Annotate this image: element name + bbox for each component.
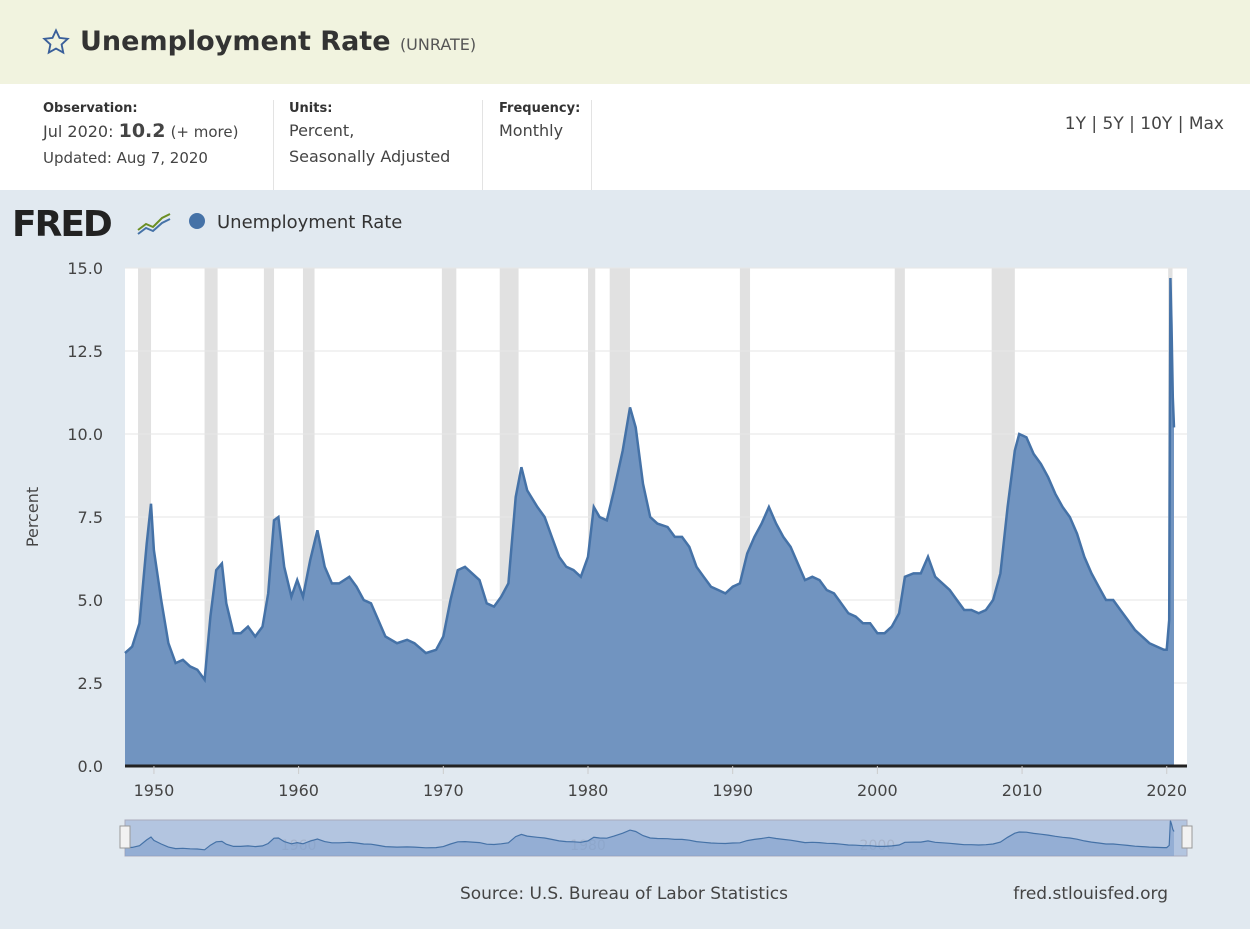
title-text: Unemployment Rate [80, 26, 391, 57]
x-tick-label: 1960 [278, 781, 319, 800]
y-tick-label: 7.5 [78, 508, 103, 527]
divider: | [1085, 114, 1103, 134]
x-tick-label: 2000 [857, 781, 898, 800]
separator [273, 100, 274, 190]
obs-value: 10.2 [118, 120, 166, 142]
y-tick-label: 15.0 [67, 259, 103, 278]
units-text: Percent, [289, 121, 355, 140]
x-tick-label: 1990 [712, 781, 753, 800]
logo: FRED [12, 204, 111, 245]
x-tick-label: 1950 [134, 781, 175, 800]
range-button[interactable]: 5Y [1102, 114, 1124, 134]
y-tick-label: 2.5 [78, 674, 103, 693]
logo-icon [137, 213, 171, 231]
observation: Observation: Jul 2020: 10.2 (+ more) Upd… [43, 100, 238, 171]
separator [482, 100, 483, 190]
units-text: Seasonally Adjusted [289, 147, 451, 166]
chart: FRED Unemployment Rate 0.0 2.5 5.0 7.5 10.0 12.… [0, 190, 1250, 929]
label: Units: [289, 101, 333, 116]
header-bar: Unemployment Rate (UNRATE) [0, 0, 1250, 84]
range-button[interactable]: 10Y [1140, 114, 1173, 134]
navigator-line [124, 820, 1175, 851]
range-button[interactable]: Max [1188, 114, 1224, 134]
x-tick-label: 1970 [423, 781, 464, 800]
site: fred.stlouisfed.org [1013, 884, 1168, 904]
y-tick-label: 0.0 [78, 757, 103, 776]
range-buttons: 1Y | 5Y | 10Y | Max [1065, 114, 1224, 134]
obs-date: Jul 2020: [43, 122, 114, 141]
line [124, 277, 1176, 684]
range-button[interactable]: 1Y [1064, 114, 1086, 134]
more-link[interactable]: (+ more) [170, 123, 239, 141]
label: Observation: [43, 101, 138, 116]
favorite-star[interactable] [42, 28, 70, 56]
navigator-handle[interactable] [119, 825, 131, 849]
logo-icon [137, 218, 171, 235]
label: Frequency: [499, 101, 581, 116]
navigator-handle[interactable] [1181, 825, 1193, 849]
divider: | [1172, 114, 1189, 134]
title: Unemployment Rate (UNRATE) [80, 26, 476, 57]
divider: | [1123, 114, 1141, 134]
y-axis-label: Percent [23, 487, 42, 547]
series-id: (UNRATE) [399, 35, 477, 54]
x-tick-label: 1980 [568, 781, 609, 800]
y-tick-label: 12.5 [67, 342, 103, 361]
separator [591, 100, 592, 190]
y-tick-label: 10.0 [67, 425, 103, 444]
frequency-text: Monthly [499, 121, 564, 140]
updated: Updated: Aug 7, 2020 [43, 149, 208, 167]
source: Source: U.S. Bureau of Labor Statistics [460, 884, 788, 904]
units: Units: Percent, Seasonally Adjusted [289, 100, 450, 170]
x-tick-label: 2010 [1002, 781, 1043, 800]
legend-label: Unemployment Rate [217, 212, 402, 233]
legend-marker [189, 213, 205, 229]
frequency: Frequency: Monthly [499, 100, 580, 144]
y-tick-label: 5.0 [78, 591, 103, 610]
x-tick-label: 2020 [1146, 781, 1187, 800]
area [125, 278, 1174, 766]
